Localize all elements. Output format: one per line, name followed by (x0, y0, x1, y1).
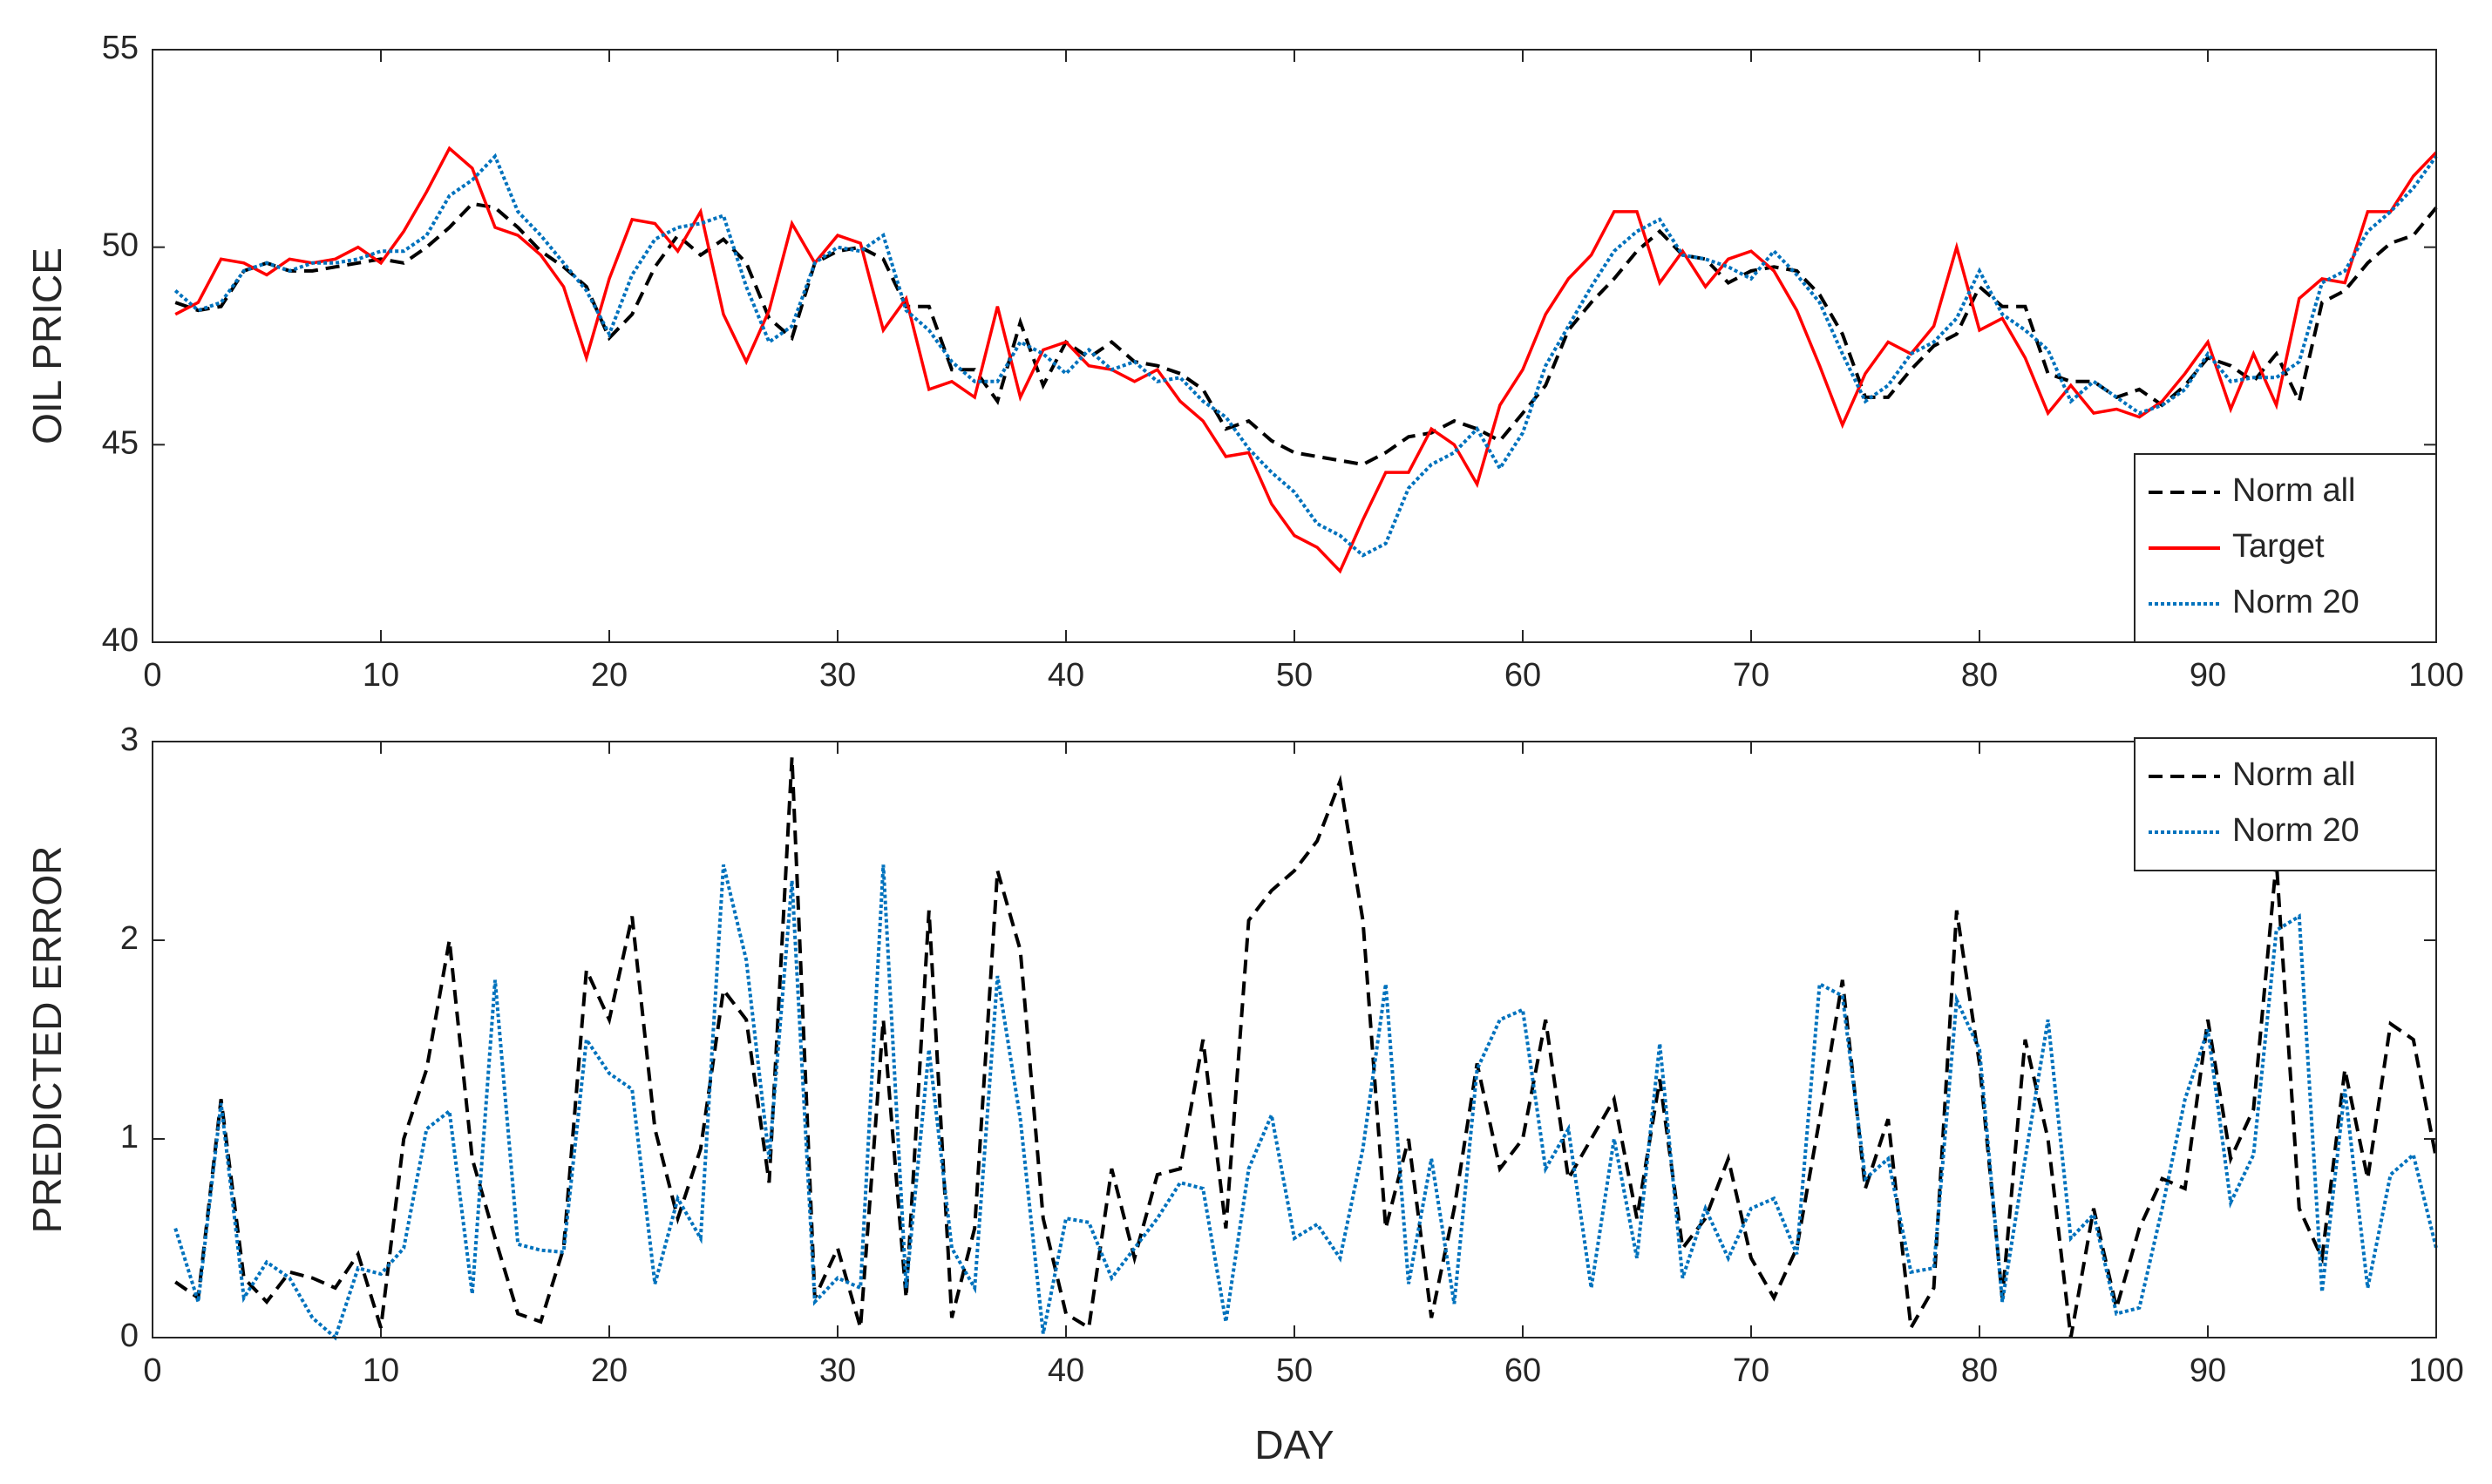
legend-label: Norm all (2232, 472, 2355, 509)
x-tick-label: 40 (1048, 1352, 1084, 1389)
y-tick-label: 40 (102, 622, 139, 659)
legend-label: Norm 20 (2232, 584, 2360, 620)
x-tick-label: 80 (1961, 657, 1998, 694)
series-group (173, 757, 2438, 1341)
x-tick-label: 80 (1961, 1352, 1998, 1389)
x-tick-label: 40 (1048, 657, 1084, 694)
x-tick-label: 10 (363, 657, 399, 694)
y-tick-label: 2 (120, 920, 139, 957)
series-line (174, 201, 2438, 467)
x-tick-label: 30 (819, 657, 856, 694)
legend-label: Norm 20 (2232, 812, 2360, 849)
legend-box (2134, 737, 2437, 871)
series-line (174, 757, 2438, 1338)
series-line (173, 152, 2438, 558)
x-tick-label: 100 (2408, 1352, 2463, 1389)
x-tick-label: 60 (1504, 657, 1541, 694)
y-tick-label: 45 (102, 424, 139, 461)
axes-frame (152, 741, 2437, 1338)
y-tick-label: 3 (120, 722, 139, 758)
x-tick-label: 20 (591, 657, 628, 694)
y-axis-label: PREDICTED ERROR (24, 846, 70, 1234)
x-tick-label: 60 (1504, 1352, 1541, 1389)
y-tick-label: 1 (120, 1119, 139, 1155)
series-line (173, 864, 2438, 1341)
x-tick-label: 0 (143, 1352, 161, 1389)
plot-area (153, 742, 2436, 1338)
x-tick-label: 90 (2190, 1352, 2226, 1389)
x-tick-label: 0 (143, 657, 161, 694)
x-tick-label: 70 (1733, 1352, 1769, 1389)
x-axis-label: DAY (1254, 1422, 1334, 1467)
y-axis-label: OIL PRICE (24, 247, 70, 444)
legend-label: Target (2232, 528, 2325, 565)
series-group (173, 146, 2438, 574)
x-tick-label: 10 (363, 1352, 399, 1389)
x-tick-label: 90 (2190, 657, 2226, 694)
x-tick-label: 30 (819, 1352, 856, 1389)
series-line (174, 146, 2438, 574)
x-tick-label: 20 (591, 1352, 628, 1389)
x-tick-label: 50 (1276, 1352, 1313, 1389)
x-tick-label: 70 (1733, 657, 1769, 694)
y-tick-label: 50 (102, 227, 139, 264)
y-tick-label: 0 (120, 1318, 139, 1354)
x-tick-label: 50 (1276, 657, 1313, 694)
plot-area (153, 50, 2436, 642)
y-tick-label: 55 (102, 30, 139, 66)
legend-label: Norm all (2232, 756, 2355, 793)
axes-frame (152, 49, 2437, 643)
x-tick-label: 100 (2408, 657, 2463, 694)
